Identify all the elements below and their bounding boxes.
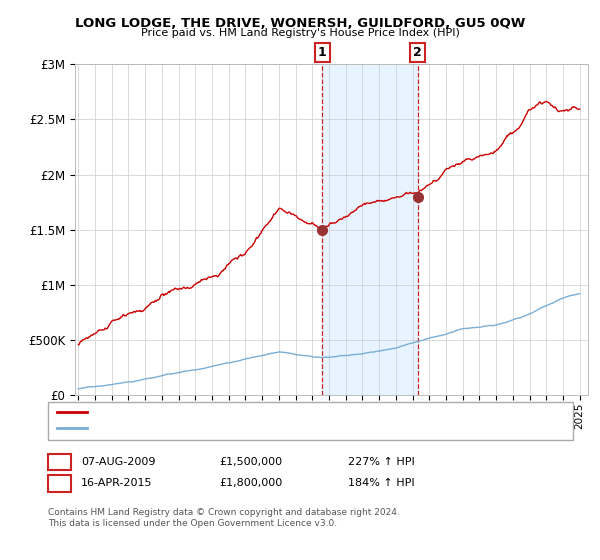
Text: 1: 1 bbox=[55, 455, 64, 469]
Text: 227% ↑ HPI: 227% ↑ HPI bbox=[348, 457, 415, 467]
Text: 1: 1 bbox=[318, 46, 326, 59]
Bar bbox=[322, 64, 418, 395]
Text: HPI: Average price, detached house, Waverley: HPI: Average price, detached house, Wave… bbox=[93, 423, 319, 433]
Text: Contains HM Land Registry data © Crown copyright and database right 2024.
This d: Contains HM Land Registry data © Crown c… bbox=[48, 508, 400, 528]
Text: LONG LODGE, THE DRIVE, WONERSH, GUILDFORD, GU5 0QW: LONG LODGE, THE DRIVE, WONERSH, GUILDFOR… bbox=[75, 17, 525, 30]
Text: LONG LODGE, THE DRIVE, WONERSH, GUILDFORD, GU5 0QW (detached house): LONG LODGE, THE DRIVE, WONERSH, GUILDFOR… bbox=[93, 407, 481, 417]
Text: 2: 2 bbox=[413, 46, 422, 59]
Text: £1,500,000: £1,500,000 bbox=[219, 457, 282, 467]
Text: £1,800,000: £1,800,000 bbox=[219, 478, 282, 488]
Text: 16-APR-2015: 16-APR-2015 bbox=[81, 478, 152, 488]
Text: Price paid vs. HM Land Registry's House Price Index (HPI): Price paid vs. HM Land Registry's House … bbox=[140, 28, 460, 38]
Text: 2: 2 bbox=[55, 477, 64, 490]
Text: 07-AUG-2009: 07-AUG-2009 bbox=[81, 457, 155, 467]
Text: 184% ↑ HPI: 184% ↑ HPI bbox=[348, 478, 415, 488]
